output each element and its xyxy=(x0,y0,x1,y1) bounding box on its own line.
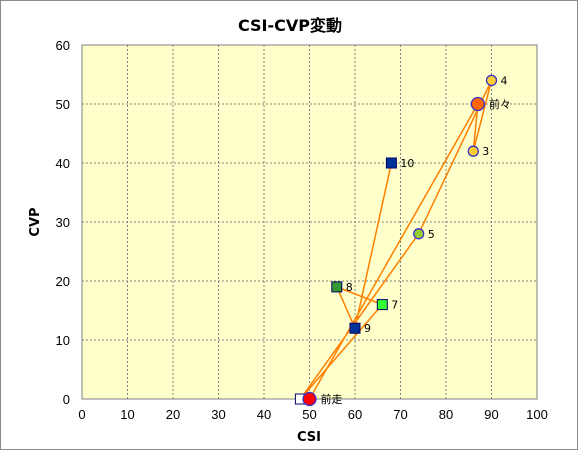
x-tick-label: 80 xyxy=(439,407,453,422)
x-tick-label: 100 xyxy=(526,407,548,422)
data-point-label: 前々 xyxy=(489,97,511,111)
x-tick-label: 60 xyxy=(348,407,362,422)
y-tick-labels: 0 10 20 30 40 50 60 xyxy=(56,38,70,407)
y-tick-label: 20 xyxy=(56,274,70,289)
y-tick-label: 0 xyxy=(63,392,70,407)
data-point-marker xyxy=(376,299,388,311)
x-tick-label: 90 xyxy=(484,407,498,422)
data-point-marker xyxy=(413,228,425,240)
x-tick-label: 20 xyxy=(166,407,180,422)
series-line xyxy=(299,80,493,400)
x-axis-label: CSI xyxy=(297,430,321,445)
data-point-label: 10 xyxy=(400,157,414,170)
y-tick-label: 40 xyxy=(56,156,70,171)
data-point-label: 8 xyxy=(346,281,353,294)
data-point-marker xyxy=(385,157,397,169)
data-point-marker xyxy=(470,96,486,112)
data-point-marker xyxy=(485,74,498,87)
data-point-label: 9 xyxy=(364,322,371,335)
x-tick-label: 10 xyxy=(120,407,134,422)
y-tick-label: 50 xyxy=(56,97,70,112)
data-point-label: 4 xyxy=(501,74,508,87)
data-point-label: 3 xyxy=(482,145,489,158)
point-labels: 前走 前々 3 4 5 7 8 9 10 xyxy=(321,74,511,406)
x-tick-label: 0 xyxy=(78,407,85,422)
data-point-marker xyxy=(467,145,479,157)
x-tick-label: 50 xyxy=(302,407,316,422)
x-tick-label: 30 xyxy=(211,407,225,422)
y-tick-label: 60 xyxy=(56,38,70,53)
y-axis-label: CVP xyxy=(28,207,43,236)
data-point-label: 7 xyxy=(391,299,398,312)
y-tick-label: 10 xyxy=(56,333,70,348)
data-markers xyxy=(294,74,498,407)
connecting-lines xyxy=(299,80,493,400)
grid-lines xyxy=(82,45,537,399)
chart-title: CSI-CVP変動 xyxy=(238,16,342,35)
data-point-marker xyxy=(302,391,317,407)
data-point-label: 前走 xyxy=(321,392,343,406)
data-point-marker xyxy=(349,322,361,334)
x-tick-label: 40 xyxy=(257,407,271,422)
data-point-label: 5 xyxy=(428,228,435,241)
x-tick-label: 70 xyxy=(393,407,407,422)
data-point-marker xyxy=(331,281,343,293)
x-tick-labels: 0 10 20 30 40 50 60 70 80 90 100 xyxy=(78,407,547,422)
y-tick-label: 30 xyxy=(56,215,70,230)
